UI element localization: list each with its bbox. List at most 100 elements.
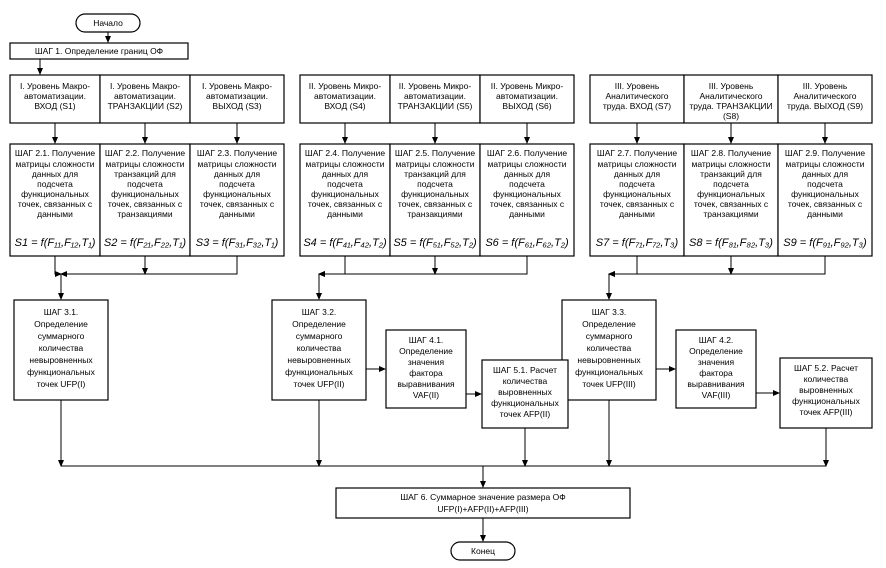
- svg-text:транзакциями: транзакциями: [117, 209, 172, 219]
- svg-text:функциональных: функциональных: [491, 398, 560, 408]
- svg-text:подсчета: подсчета: [37, 179, 73, 189]
- svg-text:I. Уровень Макро-: I. Уровень Макро-: [110, 81, 180, 91]
- svg-text:ШАГ 4.1.: ШАГ 4.1.: [409, 335, 444, 345]
- svg-text:функциональных: функциональных: [575, 367, 644, 377]
- svg-text:ШАГ 4.2.: ШАГ 4.2.: [699, 335, 734, 345]
- svg-text:функциональных: функциональных: [791, 189, 860, 199]
- svg-text:данных для: данных для: [322, 169, 369, 179]
- svg-text:Определение: Определение: [582, 319, 636, 329]
- svg-text:данными: данными: [327, 209, 363, 219]
- svg-text:автоматизации.: автоматизации.: [496, 91, 558, 101]
- svg-text:невыровненных: невыровненных: [29, 355, 93, 365]
- svg-text:данными: данными: [37, 209, 73, 219]
- svg-text:труда. ВХОД (S7): труда. ВХОД (S7): [603, 101, 671, 111]
- svg-text:количества: количества: [587, 343, 632, 353]
- svg-text:точек UFP(I): точек UFP(I): [37, 379, 86, 389]
- svg-text:Определение: Определение: [34, 319, 88, 329]
- svg-text:автоматизации.: автоматизации.: [314, 91, 376, 101]
- svg-text:ВЫХОД (S6): ВЫХОД (S6): [502, 101, 551, 111]
- svg-text:III. Уровень: III. Уровень: [803, 81, 848, 91]
- svg-text:функциональных: функциональных: [203, 189, 272, 199]
- svg-text:функциональных: функциональных: [493, 189, 562, 199]
- svg-text:данных для: данных для: [32, 169, 79, 179]
- svg-text:матрицы сложности: матрицы сложности: [197, 159, 276, 169]
- svg-text:данными: данными: [807, 209, 843, 219]
- svg-text:функциональных: функциональных: [285, 367, 354, 377]
- svg-text:II. Уровень Микро-: II. Уровень Микро-: [399, 81, 472, 91]
- svg-text:точек UFP(III): точек UFP(III): [582, 379, 635, 389]
- svg-text:автоматизации.: автоматизации.: [404, 91, 466, 101]
- svg-text:точек, связанных с: точек, связанных с: [108, 199, 183, 209]
- svg-text:Определение: Определение: [292, 319, 346, 329]
- svg-text:матрицы сложности: матрицы сложности: [15, 159, 94, 169]
- svg-text:суммарного: суммарного: [38, 331, 85, 341]
- svg-text:невыровненных: невыровненных: [577, 355, 641, 365]
- svg-text:ШАГ 2.5. Получение: ШАГ 2.5. Получение: [395, 148, 475, 158]
- svg-text:матрицы сложности: матрицы сложности: [395, 159, 474, 169]
- svg-text:ШАГ 6. Суммарное значение разм: ШАГ 6. Суммарное значение размера ОФ: [400, 492, 565, 502]
- svg-text:ШАГ 2.9. Получение: ШАГ 2.9. Получение: [785, 148, 865, 158]
- svg-text:подсчета: подсчета: [509, 179, 545, 189]
- svg-text:точек, связанных с: точек, связанных с: [18, 199, 93, 209]
- svg-text:количества: количества: [39, 343, 84, 353]
- svg-text:S3 = f(F₃₁,F₃₂,T₁): S3 = f(F₃₁,F₃₂,T₁): [196, 237, 279, 249]
- svg-text:суммарного: суммарного: [296, 331, 343, 341]
- svg-text:I. Уровень Макро-: I. Уровень Макро-: [202, 81, 272, 91]
- svg-text:точек, связанных с: точек, связанных с: [694, 199, 769, 209]
- svg-text:автоматизации.: автоматизации.: [114, 91, 176, 101]
- svg-text:точек AFP(II): точек AFP(II): [500, 409, 551, 419]
- svg-text:данными: данными: [619, 209, 655, 219]
- svg-text:ШАГ 2.2. Получение: ШАГ 2.2. Получение: [105, 148, 185, 158]
- svg-text:точек, связанных с: точек, связанных с: [788, 199, 863, 209]
- svg-text:S6 = f(F₆₁,F₆₂,T₂): S6 = f(F₆₁,F₆₂,T₂): [485, 237, 569, 249]
- svg-text:данных для: данных для: [614, 169, 661, 179]
- svg-text:количества: количества: [804, 374, 849, 384]
- svg-text:функциональных: функциональных: [792, 396, 861, 406]
- svg-text:Определение: Определение: [399, 346, 453, 356]
- svg-text:труда. ВЫХОД (S9): труда. ВЫХОД (S9): [787, 101, 863, 111]
- svg-text:точек AFP(III): точек AFP(III): [800, 407, 853, 417]
- svg-text:S8 = f(F₈₁,F₈₂,T₃): S8 = f(F₈₁,F₈₂,T₃): [689, 237, 773, 249]
- svg-text:матрицы сложности: матрицы сложности: [691, 159, 770, 169]
- svg-text:подсчета: подсчета: [619, 179, 655, 189]
- svg-text:функциональных: функциональных: [401, 189, 470, 199]
- svg-text:значения: значения: [408, 357, 445, 367]
- svg-text:данных для: данных для: [802, 169, 849, 179]
- svg-text:ШАГ 2.3. Получение: ШАГ 2.3. Получение: [197, 148, 277, 158]
- svg-text:VAF(II): VAF(II): [413, 390, 439, 400]
- svg-text:Аналитического: Аналитического: [793, 91, 856, 101]
- svg-text:данных для: данных для: [214, 169, 261, 179]
- svg-text:данными: данными: [219, 209, 255, 219]
- svg-text:точек, связанных с: точек, связанных с: [600, 199, 675, 209]
- svg-text:II. Уровень Микро-: II. Уровень Микро-: [309, 81, 382, 91]
- svg-text:транзакций для: транзакций для: [114, 169, 176, 179]
- svg-text:подсчета: подсчета: [713, 179, 749, 189]
- svg-text:матрицы сложности: матрицы сложности: [597, 159, 676, 169]
- svg-text:точек, связанных с: точек, связанных с: [200, 199, 275, 209]
- svg-text:Начало: Начало: [93, 18, 123, 28]
- svg-text:подсчета: подсчета: [327, 179, 363, 189]
- svg-text:подсчета: подсчета: [127, 179, 163, 189]
- svg-text:ШАГ 2.1. Получение: ШАГ 2.1. Получение: [15, 148, 95, 158]
- svg-text:фактора: фактора: [699, 368, 733, 378]
- svg-text:ВХОД (S1): ВХОД (S1): [34, 101, 75, 111]
- svg-text:выравнивания: выравнивания: [397, 379, 455, 389]
- svg-text:количества: количества: [503, 376, 548, 386]
- svg-text:точек, связанных с: точек, связанных с: [398, 199, 473, 209]
- svg-text:ВХОД (S4): ВХОД (S4): [324, 101, 365, 111]
- svg-text:Аналитического: Аналитического: [605, 91, 668, 101]
- svg-text:автоматизации.: автоматизации.: [206, 91, 268, 101]
- svg-text:труда. ТРАНЗАКЦИИ: труда. ТРАНЗАКЦИИ: [689, 101, 772, 111]
- svg-text:ШАГ 3.1.: ШАГ 3.1.: [44, 307, 79, 317]
- svg-text:матрицы сложности: матрицы сложности: [785, 159, 864, 169]
- svg-text:ШАГ 2.8. Получение: ШАГ 2.8. Получение: [691, 148, 771, 158]
- svg-text:выровненных: выровненных: [498, 387, 553, 397]
- svg-text:значения: значения: [698, 357, 735, 367]
- svg-text:функциональных: функциональных: [311, 189, 380, 199]
- svg-text:подсчета: подсчета: [417, 179, 453, 189]
- svg-text:суммарного: суммарного: [586, 331, 633, 341]
- svg-text:функциональных: функциональных: [111, 189, 180, 199]
- svg-text:ТРАНЗАКЦИИ (S5): ТРАНЗАКЦИИ (S5): [398, 101, 473, 111]
- svg-text:ВЫХОД (S3): ВЫХОД (S3): [212, 101, 261, 111]
- svg-text:матрицы сложности: матрицы сложности: [105, 159, 184, 169]
